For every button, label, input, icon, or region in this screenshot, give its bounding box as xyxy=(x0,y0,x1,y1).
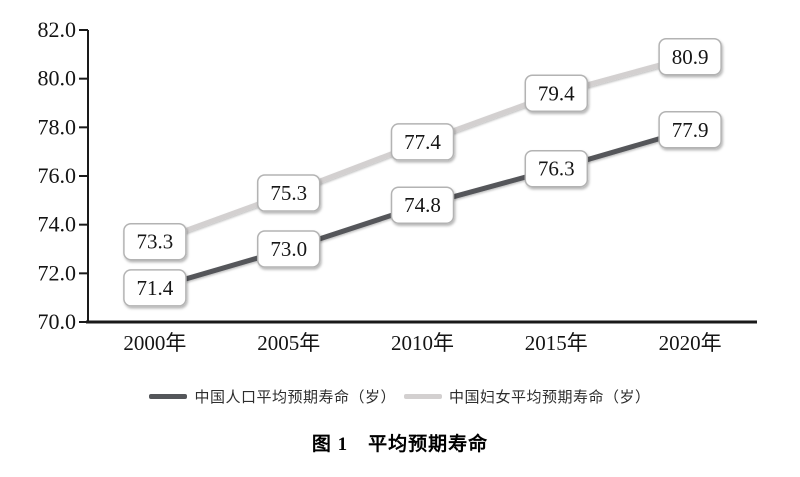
data-label: 73.3 xyxy=(123,222,187,261)
chart-legend: 中国人口平均预期寿命（岁） 中国妇女平均预期寿命（岁） xyxy=(0,385,800,407)
data-label-value: 74.8 xyxy=(404,193,441,217)
data-label-value: 71.4 xyxy=(137,276,174,300)
data-label: 77.4 xyxy=(390,123,455,161)
data-label: 79.4 xyxy=(524,74,589,113)
data-label-box xyxy=(524,74,589,113)
data-label: 71.4 xyxy=(123,269,187,307)
data-label-box xyxy=(256,230,321,268)
x-tick-label: 2000年 xyxy=(123,331,186,355)
data-label: 73.0 xyxy=(256,230,321,268)
data-label-box xyxy=(524,149,589,188)
x-tick-label: 2020年 xyxy=(659,331,722,355)
data-label-value: 75.3 xyxy=(270,181,307,205)
data-label: 76.3 xyxy=(524,149,589,188)
x-tick-label: 2005年 xyxy=(257,331,320,355)
data-label-box xyxy=(256,174,321,212)
y-tick-label: 72.0 xyxy=(38,260,77,285)
data-label-value: 79.4 xyxy=(538,81,575,105)
legend-label: 中国妇女平均预期寿命（岁） xyxy=(449,389,651,406)
data-label-box xyxy=(123,222,187,261)
legend-item: 中国妇女平均预期寿命（岁） xyxy=(404,386,651,407)
data-label-box xyxy=(123,269,187,307)
data-label-value: 77.4 xyxy=(404,130,441,154)
data-label: 74.8 xyxy=(390,186,455,224)
y-tick-label: 82.0 xyxy=(38,17,77,42)
data-label: 80.9 xyxy=(658,38,722,76)
x-tick-label: 2015年 xyxy=(525,331,588,355)
data-label: 77.9 xyxy=(658,111,722,149)
data-label-value: 73.0 xyxy=(270,237,307,261)
data-label-box xyxy=(658,111,722,149)
x-tick-label: 2010年 xyxy=(391,331,454,355)
data-label-value: 76.3 xyxy=(538,157,575,181)
y-tick-label: 74.0 xyxy=(38,212,77,237)
data-label-box xyxy=(390,123,455,161)
data-label-value: 73.3 xyxy=(137,230,174,254)
y-tick-label: 76.0 xyxy=(38,163,77,188)
data-label-value: 77.9 xyxy=(672,118,709,142)
y-tick-label: 80.0 xyxy=(38,66,77,91)
data-label: 75.3 xyxy=(256,174,321,212)
legend-swatch xyxy=(404,393,442,399)
legend-item: 中国人口平均预期寿命（岁） xyxy=(149,386,396,407)
data-label-box xyxy=(658,38,722,76)
y-tick-label: 78.0 xyxy=(38,114,77,139)
legend-swatch xyxy=(149,393,188,399)
data-label-value: 80.9 xyxy=(672,45,709,69)
line-chart: 82.0 80.0 78.0 76.0 74.0 72.0 70.0 2000年 2005年 20… xyxy=(38,17,757,355)
figure-caption: 图 1 平均预期寿命 xyxy=(311,434,489,455)
data-label-box xyxy=(390,186,455,224)
y-tick-label: 70.0 xyxy=(38,309,77,334)
legend-label: 中国人口平均预期寿命（岁） xyxy=(194,389,396,406)
